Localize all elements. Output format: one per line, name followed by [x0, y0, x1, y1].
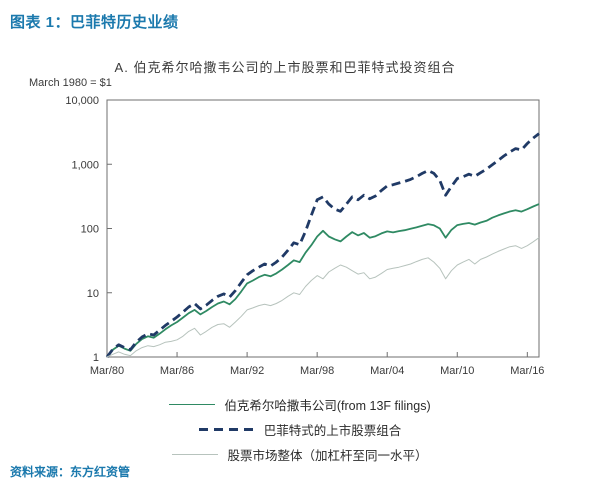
legend-dashed-navy-line-sample [198, 428, 255, 431]
legend-label-market: 股票市场整体（加杠杆至同一水平） [227, 449, 428, 463]
legend-label-berkshire: 伯克希尔哈撒韦公司(from 13F filings) [224, 399, 431, 413]
series-line-buffett-style-portfolio [105, 132, 540, 358]
axis-unit-note: March 1980 = $1 [29, 77, 112, 89]
series-line-overall-market-levered [106, 237, 540, 358]
legend: 伯克希尔哈撒韦公司(from 13F filings) 巴菲特式的上市股票组合 … [60, 392, 540, 467]
x-tick-label: Mar/92 [230, 365, 264, 377]
legend-label-buffett-style: 巴菲特式的上市股票组合 [263, 424, 402, 438]
chart-title: A. 伯克希尔哈撒韦公司的上市股票和巴菲特式投资组合 [114, 60, 456, 75]
legend-item-buffett-style: 巴菲特式的上市股票组合 [198, 420, 402, 439]
y-tick-label: 10,000 [65, 95, 99, 107]
y-tick-label: 100 [81, 224, 99, 236]
y-tick-label: 1,000 [71, 159, 99, 171]
x-tick-label: Mar/10 [440, 365, 474, 377]
x-tick-label: Mar/04 [370, 365, 404, 377]
series-line-berkshire [106, 203, 540, 358]
figure-caption: 图表 1：巴菲特历史业绩 [10, 14, 179, 31]
y-tick-label: 10 [87, 288, 99, 300]
legend-item-market: 股票市场整体（加杠杆至同一水平） [172, 445, 428, 464]
x-tick-label: Mar/16 [510, 365, 544, 377]
legend-solid-green-line-sample [169, 403, 216, 406]
y-tick-label: 1 [93, 352, 99, 364]
data-source-note: 资料来源：东方红资管 [10, 465, 131, 479]
plot-frame [106, 99, 540, 358]
legend-thin-gray-line-sample [172, 454, 219, 455]
x-tick-label: Mar/98 [300, 365, 334, 377]
legend-item-berkshire: 伯克希尔哈撒韦公司(from 13F filings) [169, 395, 431, 414]
x-tick-label: Mar/80 [90, 365, 124, 377]
x-tick-label: Mar/86 [160, 365, 194, 377]
